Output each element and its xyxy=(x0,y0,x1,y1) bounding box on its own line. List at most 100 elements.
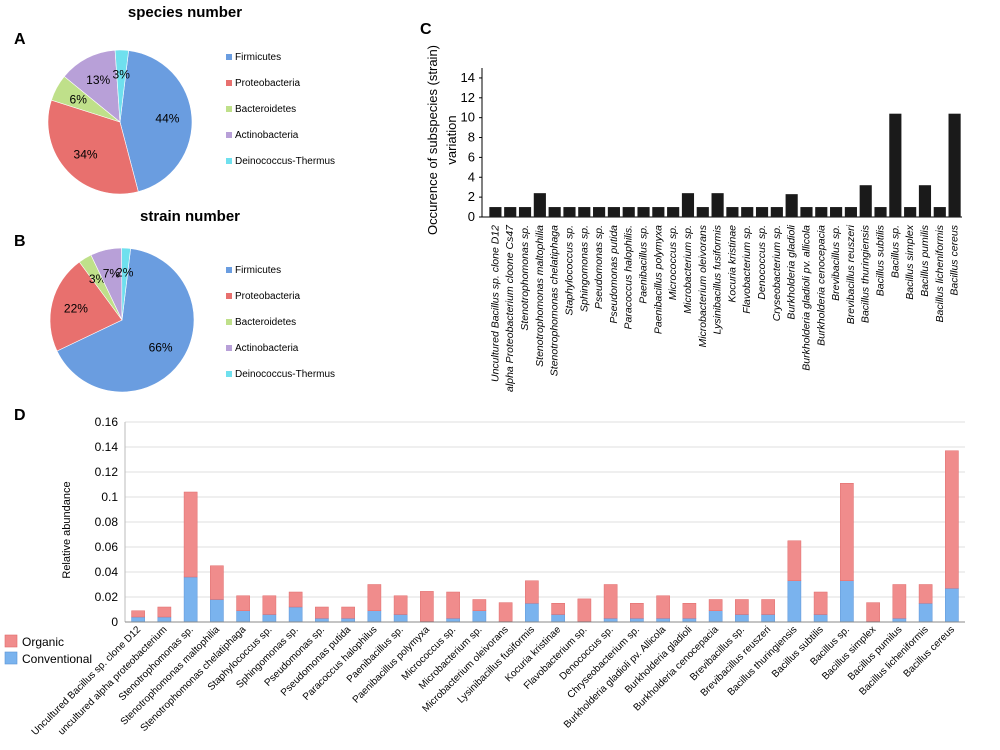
pie-a-slice-label-bacteroidetes: 6% xyxy=(70,92,88,106)
chart-d-bar-conventional xyxy=(603,618,618,623)
chart-c-ytick-label: 10 xyxy=(461,110,475,125)
chart-c-xtick-label: Uncultured Bacillus sp. clone D12 xyxy=(489,225,501,382)
chart-d-bar-organic xyxy=(131,610,145,618)
chart-c-xtick-label: Sphingomonas sp. xyxy=(578,225,590,312)
chart-d-legend-swatch-organic xyxy=(4,634,18,648)
chart-c-bar xyxy=(770,207,783,217)
bar-chart-subspecies: Occurence of subspecies (strain) variati… xyxy=(425,45,962,392)
chart-c-xtick-label: Paenibacillus sp. xyxy=(638,225,650,304)
chart-c-bar xyxy=(563,207,576,217)
chart-c-ytick-label: 2 xyxy=(468,189,475,204)
chart-d-bar-organic xyxy=(315,606,329,619)
chart-c-bar xyxy=(933,207,946,217)
chart-c-bar xyxy=(815,207,828,217)
chart-c-ytick-label: 8 xyxy=(468,130,475,145)
chart-d-bar-organic xyxy=(262,595,277,615)
chart-d-bar-organic xyxy=(157,606,172,618)
chart-d-bar-organic xyxy=(708,599,723,611)
chart-c-ylabel-line1: Occurence of subspecies (strain) xyxy=(425,45,440,235)
chart-c-bar xyxy=(637,207,650,217)
pie-b-slice-firmicutes xyxy=(56,248,195,393)
chart-d-bar-organic xyxy=(551,603,565,615)
chart-c-bar xyxy=(904,207,917,217)
chart-c-bar xyxy=(711,193,724,217)
chart-d-bar-organic xyxy=(341,606,355,619)
chart-c-ylabel-line2: variation xyxy=(444,115,459,164)
chart-d-ytick-label: 0.04 xyxy=(95,565,119,579)
chart-c-bar xyxy=(785,194,798,217)
pie-b-title: strain number xyxy=(140,208,240,225)
pie-b-legend-swatch-proteobacteria xyxy=(226,293,232,299)
chart-c-xtick-label: Stenotrophomonas maltophilia xyxy=(534,225,546,367)
chart-d-bar-organic xyxy=(630,603,644,619)
chart-c-bar xyxy=(548,207,561,217)
pie-b-slice-proteobacteria xyxy=(49,261,123,352)
pie-a-slice-actinobacteria xyxy=(63,49,121,123)
chart-c-xtick-label: Lysinibacillus fusiformis xyxy=(712,224,724,334)
chart-c-bar xyxy=(874,207,887,217)
pie-a-slice-label-firmicutes: 44% xyxy=(155,112,179,126)
chart-c-xtick-label: Bacillus pumilis xyxy=(919,224,931,297)
chart-d-bar-organic xyxy=(735,599,749,615)
chart-d-bar-conventional xyxy=(367,610,382,623)
chart-d-bar-conventional xyxy=(472,610,487,623)
chart-d-ytick-label: 0.16 xyxy=(95,415,119,429)
chart-c-bar xyxy=(578,207,591,217)
chart-c-xtick-label: Staphylococcus sp. xyxy=(563,225,575,315)
chart-d-bar-organic xyxy=(472,599,487,611)
chart-c-bar xyxy=(622,207,635,217)
pie-b-slice-label-firmicutes: 66% xyxy=(149,341,173,355)
pie-b-legend-label-actinobacteria: Actinobacteria xyxy=(235,343,299,354)
chart-c-xtick-label: Microbacterium oleivorans xyxy=(697,224,709,347)
chart-d-bar-conventional xyxy=(315,618,329,623)
chart-c-xtick-label: Bacillus licheniformis xyxy=(934,224,946,322)
chart-d-bar-organic xyxy=(525,580,539,604)
chart-c-bar xyxy=(844,207,857,217)
chart-c-xtick-label: Bacillus sp. xyxy=(889,225,901,278)
chart-c-bar xyxy=(518,207,532,217)
chart-d-bar-conventional xyxy=(236,610,250,623)
pie-b-legend-swatch-bacteroidetes xyxy=(226,319,232,325)
chart-c-xtick-label: Bacillus simplex xyxy=(904,224,916,299)
panel-label-b: B xyxy=(14,233,26,250)
pie-a-legend-label-bacteroidetes: Bacteroidetes xyxy=(235,104,296,115)
chart-c-bar xyxy=(696,207,709,217)
pie-a-legend-swatch-deinococcus xyxy=(226,158,232,164)
chart-c-bar xyxy=(918,185,932,217)
chart-d-bar-organic xyxy=(892,584,907,619)
chart-d-bar-conventional xyxy=(288,606,303,623)
chart-c-bar xyxy=(741,207,754,217)
chart-d-legend-label-conventional: Conventional xyxy=(22,652,92,666)
pie-a-slice-label-deinococcus: 3% xyxy=(113,67,131,81)
chart-d-ytick-label: 0.08 xyxy=(95,515,119,529)
chart-c-bar xyxy=(667,207,680,217)
pie-chart-species: 44% 34% 6% 13% 3% xyxy=(47,49,193,195)
chart-c-xtick-label: Brevibacillus sp. xyxy=(830,225,842,301)
chart-c-xtick-label: Burkholderia gladioli xyxy=(786,224,798,319)
pie-a-legend-swatch-proteobacteria xyxy=(226,80,232,86)
chart-d-ytick-label: 0.02 xyxy=(95,590,119,604)
chart-d-bar-organic xyxy=(945,450,959,589)
pie-a-legend-label-proteobacteria: Proteobacteria xyxy=(235,78,300,89)
chart-c-xtick-label: Microbacterium sp. xyxy=(682,225,694,314)
pie-a-title: species number xyxy=(128,4,242,21)
chart-c-xtick-label: Pseudomonas sp. xyxy=(593,225,605,309)
chart-d-bar-organic xyxy=(656,595,670,619)
chart-d-bar-conventional xyxy=(787,580,802,623)
chart-d-bar-organic xyxy=(918,584,933,604)
chart-c-bar xyxy=(859,185,872,217)
chart-c-ytick-label: 14 xyxy=(461,70,475,85)
chart-d-bar-conventional xyxy=(682,618,697,623)
chart-d-bar-organic xyxy=(210,565,224,600)
pie-b-slice-label-proteobacteria: 22% xyxy=(64,301,88,315)
chart-d-bar-conventional xyxy=(840,580,854,623)
chart-c-xtick-label: Bacillus thuringiensis xyxy=(860,224,872,323)
chart-d-bar-organic xyxy=(603,584,618,619)
chart-d-bar-conventional xyxy=(183,576,198,623)
chart-d-bar-organic xyxy=(236,595,250,611)
chart-c-bar xyxy=(652,207,665,217)
pie-a-legend-label-deinococcus: Deinococcus-Thermus xyxy=(235,156,335,167)
pie-a-legend: Firmicutes Proteobacteria Bacteroidetes Act… xyxy=(226,52,335,167)
pie-b-legend-swatch-actinobacteria xyxy=(226,345,232,351)
chart-c-bar xyxy=(726,207,739,217)
